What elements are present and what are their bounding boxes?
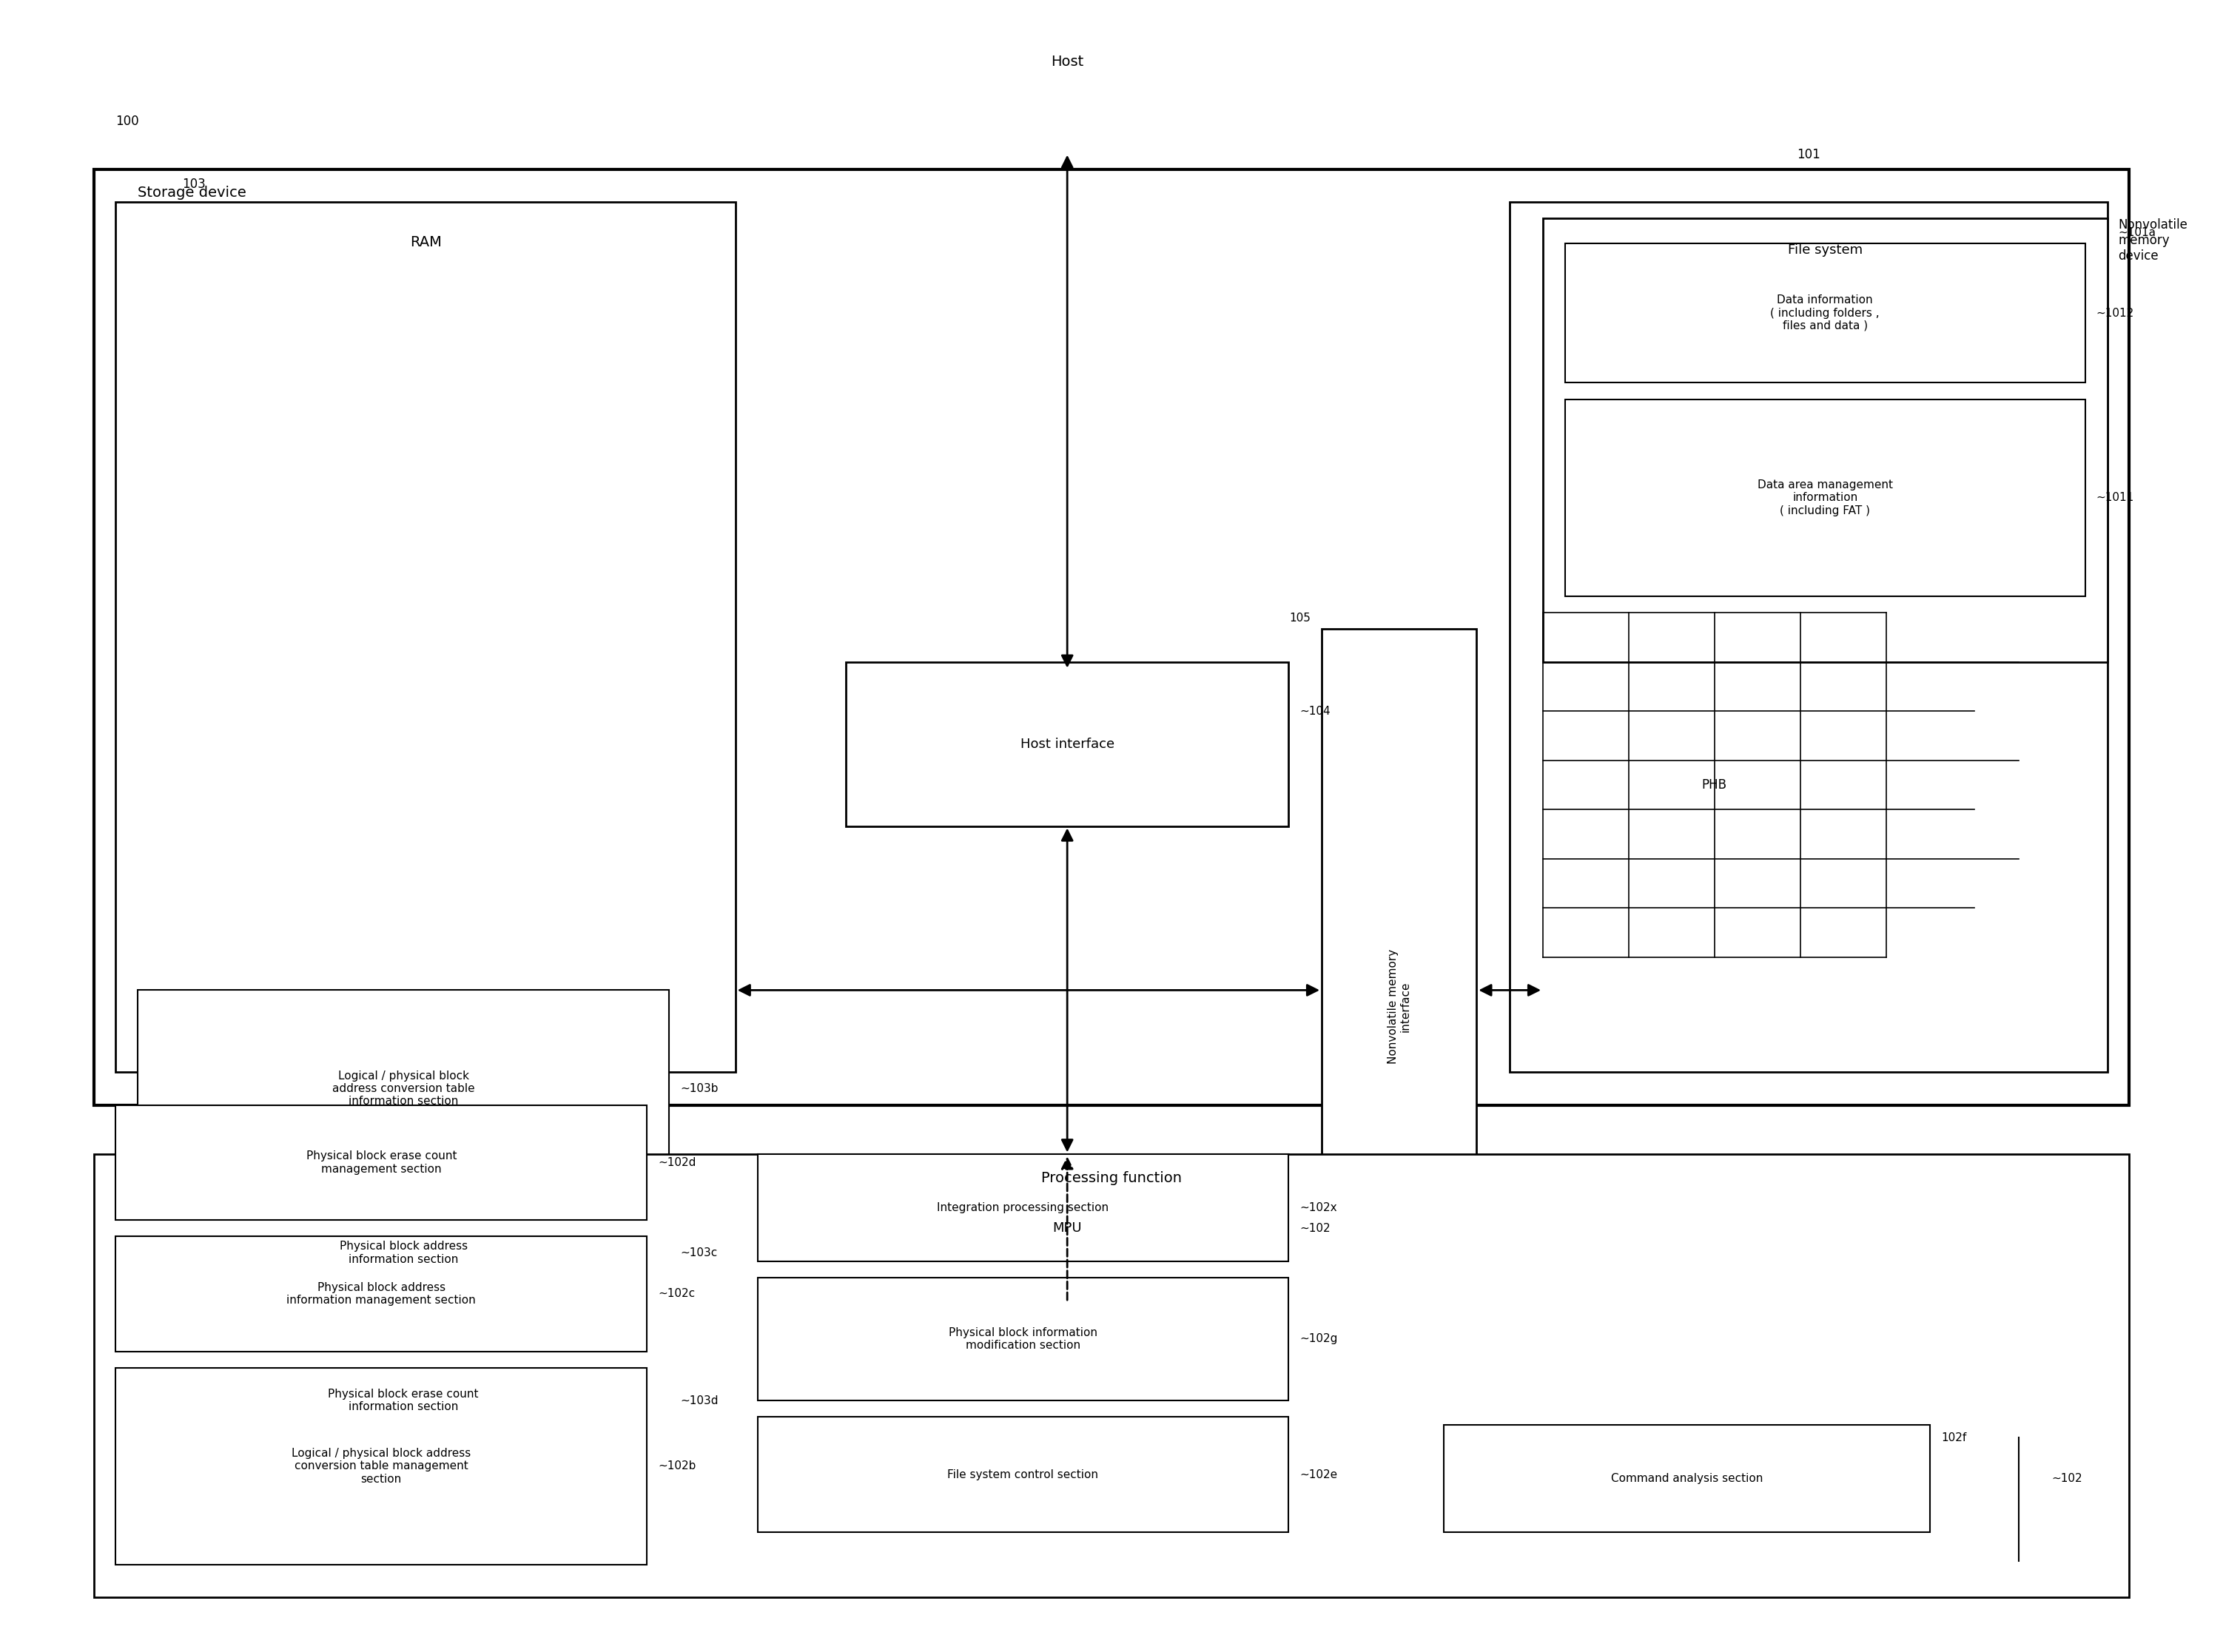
Text: RAM: RAM: [409, 235, 442, 249]
Text: 105: 105: [1289, 613, 1312, 624]
Text: Processing function: Processing function: [1040, 1171, 1183, 1184]
Text: 103: 103: [182, 177, 207, 192]
Text: 100: 100: [116, 116, 140, 129]
FancyBboxPatch shape: [138, 1335, 669, 1467]
Text: MPU: MPU: [1051, 1221, 1083, 1236]
Text: ~1011: ~1011: [2096, 492, 2134, 504]
Text: ~104: ~104: [1300, 705, 1329, 717]
Text: Data area management
information
( including FAT ): Data area management information ( inclu…: [1758, 479, 1892, 515]
FancyBboxPatch shape: [93, 169, 2130, 1105]
Text: ~102: ~102: [2052, 1474, 2083, 1483]
FancyBboxPatch shape: [1565, 400, 2085, 596]
FancyBboxPatch shape: [116, 202, 736, 1072]
Text: File system control section: File system control section: [947, 1469, 1098, 1480]
FancyBboxPatch shape: [1323, 629, 1476, 1384]
Text: Host interface: Host interface: [1020, 737, 1114, 750]
FancyBboxPatch shape: [116, 1105, 647, 1221]
FancyBboxPatch shape: [847, 662, 1289, 826]
FancyBboxPatch shape: [138, 1188, 669, 1318]
FancyBboxPatch shape: [116, 1236, 647, 1351]
Text: 102f: 102f: [1941, 1432, 1967, 1444]
Text: Integration processing section: Integration processing section: [938, 1203, 1109, 1213]
Text: Physical block erase count
management section: Physical block erase count management se…: [307, 1150, 456, 1175]
FancyBboxPatch shape: [758, 1155, 1289, 1260]
Text: Physical block address
information management section: Physical block address information manag…: [287, 1282, 476, 1305]
Text: Physical block information
modification section: Physical block information modification …: [949, 1327, 1098, 1351]
FancyBboxPatch shape: [847, 1155, 1289, 1302]
FancyBboxPatch shape: [1565, 243, 2085, 383]
Text: ~102e: ~102e: [1300, 1469, 1338, 1480]
FancyBboxPatch shape: [1443, 1426, 1930, 1531]
Text: File system: File system: [1787, 243, 1863, 256]
Text: ~102d: ~102d: [658, 1156, 696, 1168]
Text: ~102b: ~102b: [658, 1460, 696, 1472]
Text: Command analysis section: Command analysis section: [1612, 1474, 1763, 1483]
Text: PHB: PHB: [1703, 778, 1727, 791]
FancyBboxPatch shape: [138, 990, 669, 1188]
Text: Logical / physical block
address conversion table
information section: Logical / physical block address convers…: [331, 1070, 476, 1107]
Text: Physical block erase count
information section: Physical block erase count information s…: [329, 1389, 478, 1412]
Text: ~103b: ~103b: [680, 1084, 718, 1094]
Text: 101: 101: [1796, 147, 1821, 162]
Text: ~102c: ~102c: [658, 1289, 696, 1300]
Text: ~103c: ~103c: [680, 1247, 718, 1259]
Text: ~102: ~102: [1300, 1222, 1329, 1234]
Text: Nonvolatile
memory
device: Nonvolatile memory device: [2119, 218, 2187, 263]
Text: Logical / physical block address
conversion table management
section: Logical / physical block address convers…: [291, 1447, 471, 1485]
FancyBboxPatch shape: [1543, 218, 2107, 662]
FancyBboxPatch shape: [116, 1368, 647, 1564]
FancyBboxPatch shape: [758, 1417, 1289, 1531]
Text: Data information
( including folders ,
files and data ): Data information ( including folders , f…: [1770, 294, 1881, 332]
Text: Storage device: Storage device: [138, 185, 247, 200]
FancyBboxPatch shape: [93, 1155, 2130, 1597]
Text: ~101a: ~101a: [2119, 226, 2156, 238]
Text: ~103d: ~103d: [680, 1394, 718, 1406]
Text: Nonvolatile memory
interface: Nonvolatile memory interface: [1387, 950, 1412, 1064]
Text: ~102x: ~102x: [1300, 1203, 1336, 1213]
FancyBboxPatch shape: [1509, 202, 2107, 1072]
Text: ~1012: ~1012: [2096, 307, 2134, 319]
Text: Host: Host: [1051, 55, 1083, 68]
Text: Physical block address
information section: Physical block address information secti…: [340, 1241, 467, 1265]
Text: ~102g: ~102g: [1300, 1333, 1338, 1345]
FancyBboxPatch shape: [758, 1277, 1289, 1401]
